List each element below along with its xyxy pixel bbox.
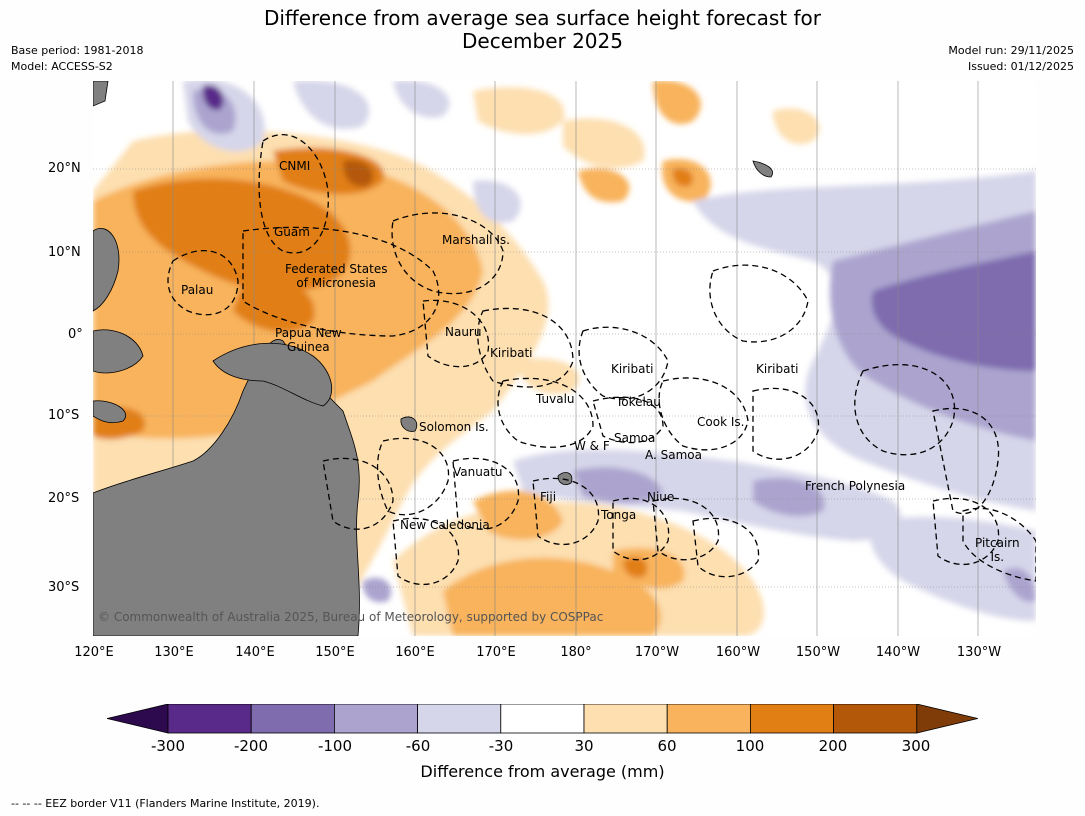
- lon-label-150e: 150°E: [315, 645, 355, 660]
- colorbar: [107, 704, 978, 734]
- chart-title: Difference from average sea surface heig…: [0, 7, 1085, 53]
- label-png-line2: Guinea: [287, 340, 330, 354]
- lat-label-10s: 10°S: [48, 408, 80, 423]
- colorbar-tick: 200: [818, 737, 848, 755]
- label-cnmi: CNMI: [279, 159, 311, 173]
- colorbar-tick: -30: [488, 737, 514, 755]
- colorbar-under-arrow: [107, 704, 169, 734]
- model-name: Model: ACCESS-S2: [11, 60, 113, 73]
- base-period: Base period: 1981-2018: [11, 44, 144, 57]
- label-fsm-line2: of Micronesia: [296, 276, 377, 290]
- colorbar-segment: [500, 704, 585, 734]
- label-pitcairn-line2: Is.: [990, 550, 1005, 564]
- philippines-land: [93, 228, 120, 312]
- label-kiribati-west: Kiribati: [490, 346, 533, 360]
- label-samoa: Samoa: [614, 431, 656, 445]
- label-kiribati-east: Kiribati: [756, 362, 799, 376]
- colorbar-segment: [833, 704, 918, 734]
- label-palau: Palau: [181, 283, 214, 297]
- label-tonga: Tonga: [601, 508, 637, 522]
- lon-label-120e: 120°E: [74, 645, 114, 660]
- lon-label-140w: 140°W: [875, 645, 921, 660]
- label-fsm-line1: Federated States: [285, 262, 388, 276]
- label-fsm: Federated States of Micronesia: [285, 262, 387, 290]
- title-line-1: Difference from average sea surface heig…: [263, 6, 822, 30]
- label-solomon: Solomon Is.: [419, 420, 489, 434]
- eez-footnote: -- -- -- EEZ border V11 (Flanders Marine…: [11, 797, 320, 810]
- colorbar-tick: -300: [150, 737, 186, 755]
- colorbar-segment: [417, 704, 502, 734]
- colorbar-segment: [583, 704, 668, 734]
- eez-borders: [167, 134, 1036, 586]
- lon-label-140e: 140°E: [235, 645, 275, 660]
- label-nauru: Nauru: [445, 325, 482, 339]
- colorbar-tick: -100: [317, 737, 353, 755]
- label-pitcairn: Pitcairn Is.: [975, 536, 1020, 564]
- lon-label-160w: 160°W: [715, 645, 761, 660]
- colorbar-segment: [666, 704, 751, 734]
- label-guam: Guam: [274, 225, 310, 239]
- label-pitcairn-line1: Pitcairn: [975, 536, 1020, 550]
- lon-label-180: 180°: [560, 645, 592, 660]
- lat-label-10n: 10°N: [48, 245, 81, 260]
- lon-label-130e: 130°E: [154, 645, 194, 660]
- hawaii-land: [752, 160, 773, 178]
- solomon-land: [400, 416, 418, 432]
- copyright-notice: © Commonwealth of Australia 2025, Bureau…: [98, 610, 604, 624]
- meta-left: Base period: 1981-2018 Model: ACCESS-S2: [11, 43, 143, 75]
- colorbar-tick: 30: [574, 737, 594, 755]
- fiji-land: [557, 472, 573, 485]
- colorbar-tick: -60: [405, 737, 431, 755]
- timor-land: [93, 400, 126, 424]
- colorbar-tick: 100: [735, 737, 765, 755]
- label-vanuatu: Vanuatu: [453, 465, 503, 479]
- label-niue: Niue: [647, 490, 675, 504]
- meta-right: Model run: 29/11/2025 Issued: 01/12/2025: [948, 43, 1074, 75]
- issued-date: Issued: 01/12/2025: [967, 60, 1074, 73]
- lat-label-20n: 20°N: [48, 161, 81, 176]
- label-marshall: Marshall Is.: [442, 233, 510, 247]
- sulawesi-land: [93, 329, 144, 374]
- label-tokelau: Tokelau: [616, 395, 661, 409]
- colorbar-segment: [750, 704, 835, 734]
- lat-label-20s: 20°S: [48, 491, 80, 506]
- label-png: Papua New Guinea: [275, 326, 342, 354]
- lon-label-150w: 150°W: [795, 645, 841, 660]
- label-asamoa: A. Samoa: [645, 448, 702, 462]
- title-line-2: December 2025: [462, 29, 623, 53]
- colorbar-tick: -200: [233, 737, 269, 755]
- model-run: Model run: 29/11/2025: [948, 44, 1074, 57]
- label-tuvalu: Tuvalu: [536, 392, 575, 406]
- colorbar-segment: [167, 704, 252, 734]
- lon-label-160e: 160°E: [395, 645, 435, 660]
- colorbar-tick: 60: [657, 737, 677, 755]
- label-newcal: New Caledonia: [400, 518, 490, 532]
- lon-label-170w: 170°W: [634, 645, 680, 660]
- label-png-line1: Papua New: [275, 326, 342, 340]
- label-cook: Cook Is.: [697, 415, 745, 429]
- colorbar-tick: 300: [901, 737, 931, 755]
- lat-label-30s: 30°S: [48, 580, 80, 595]
- colorbar-segment: [250, 704, 335, 734]
- colorbar-label: Difference from average (mm): [420, 762, 665, 781]
- taiwan-land: [93, 81, 109, 107]
- colorbar-segment: [333, 704, 418, 734]
- label-kiribati-central: Kiribati: [611, 362, 654, 376]
- label-fiji: Fiji: [540, 490, 557, 504]
- map-area: [93, 81, 1036, 636]
- lon-label-170e: 170°E: [476, 645, 516, 660]
- label-wf: W & F: [574, 439, 610, 453]
- graticule: [93, 168, 1036, 588]
- lat-label-0: 0°: [68, 327, 83, 342]
- landmasses: [93, 81, 773, 636]
- colorbar-over-arrow: [916, 704, 978, 734]
- label-frpoly: French Polynesia: [805, 479, 906, 493]
- lon-label-130w: 130°W: [956, 645, 1002, 660]
- map-svg: [93, 81, 1036, 636]
- new-guinea-land: [212, 342, 332, 407]
